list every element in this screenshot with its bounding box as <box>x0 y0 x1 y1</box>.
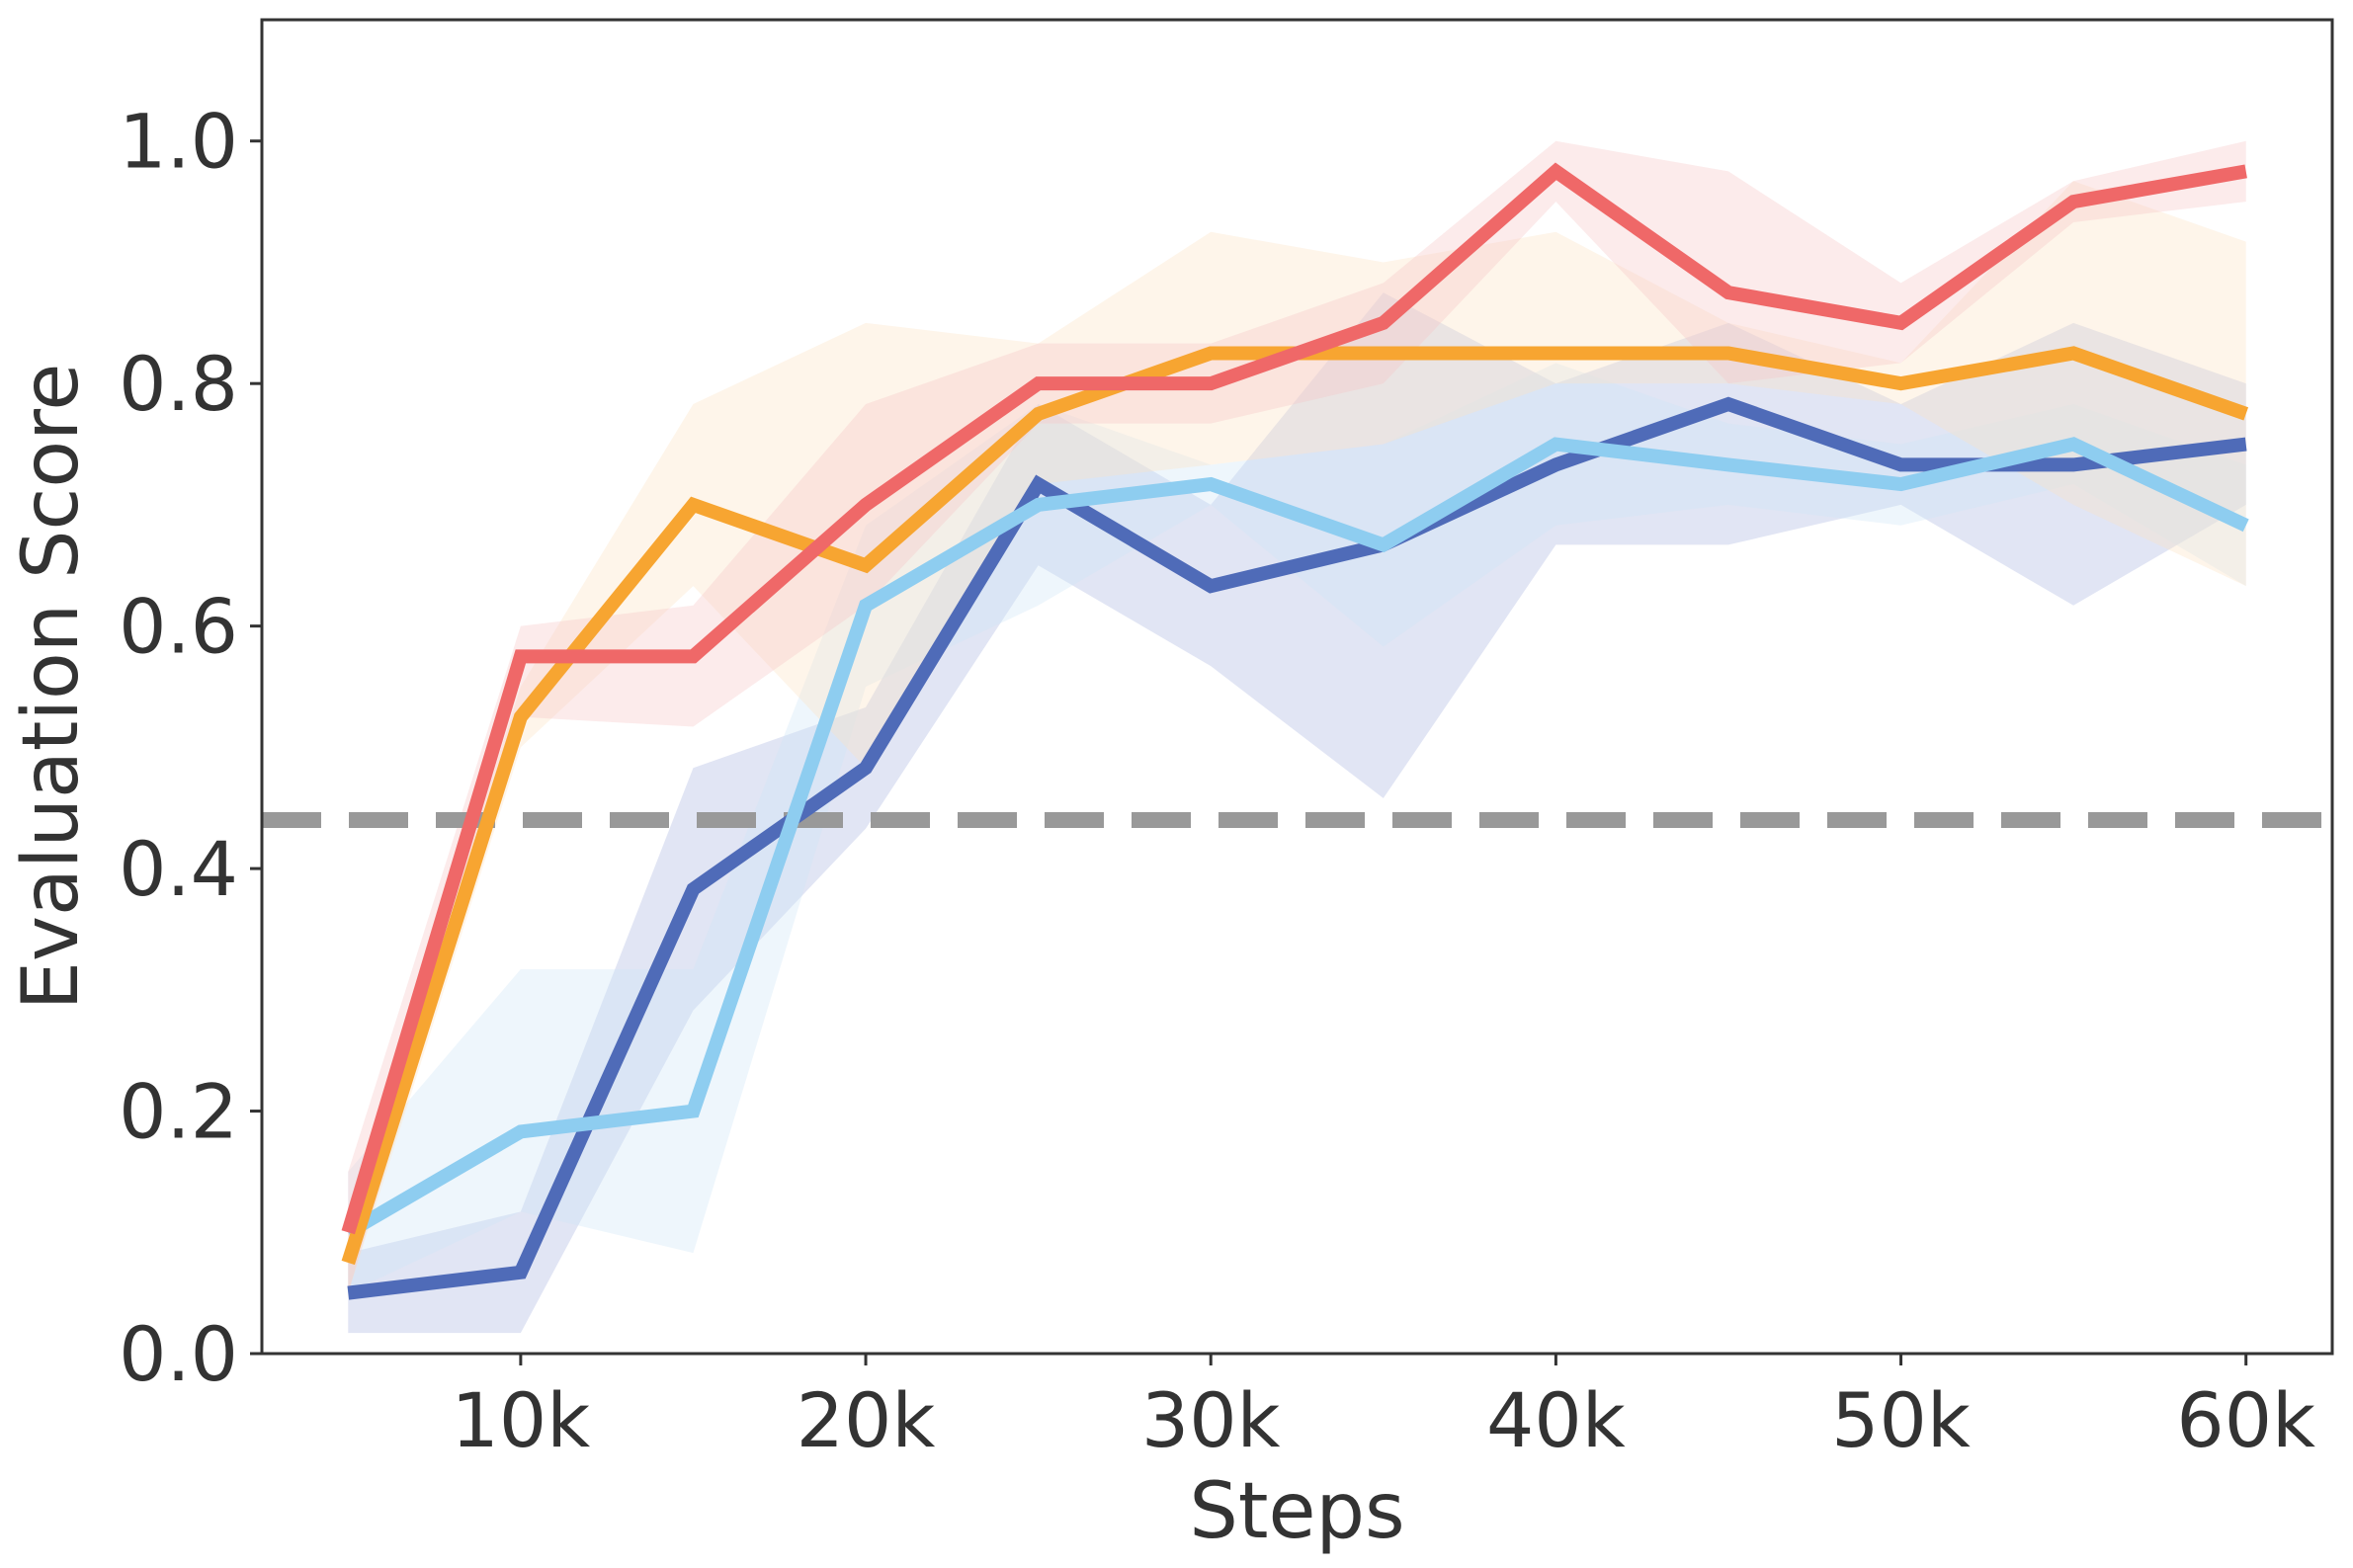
plot-frame <box>260 18 2334 1356</box>
y-tick-label: 0.2 <box>119 1068 238 1156</box>
x-tick-label: 20k <box>797 1376 936 1464</box>
x-tick-label: 60k <box>2176 1376 2315 1464</box>
series-3-band <box>348 181 2246 1293</box>
y-tick-label: 1.0 <box>119 98 238 186</box>
y-tick-label: 0.8 <box>119 340 238 428</box>
x-tick-label: 10k <box>452 1376 591 1464</box>
confidence-bands <box>348 140 2246 1334</box>
y-tick-label: 0.0 <box>119 1310 238 1398</box>
x-tick-label: 40k <box>1486 1376 1626 1464</box>
y-tick-label: 0.4 <box>119 825 238 913</box>
x-tick-label: 30k <box>1141 1376 1281 1464</box>
x-axis-label: Steps <box>1189 1467 1404 1556</box>
series-lines <box>341 162 2249 1300</box>
y-axis-ticks: 0.0 0.2 0.4 0.6 0.8 1.0 <box>119 98 262 1398</box>
series-4-line <box>341 162 2247 1235</box>
x-tick-label: 50k <box>1831 1376 1971 1464</box>
series-4-band <box>348 140 2246 1293</box>
y-axis-label: Evaluation Score <box>7 364 96 1011</box>
y-tick-label: 0.6 <box>119 583 238 671</box>
series-2-band <box>348 363 2246 1293</box>
x-axis-ticks: 10k 20k 30k 40k 50k 60k <box>452 1354 2315 1464</box>
series-1-line <box>347 396 2247 1300</box>
series-2-line <box>344 437 2249 1239</box>
